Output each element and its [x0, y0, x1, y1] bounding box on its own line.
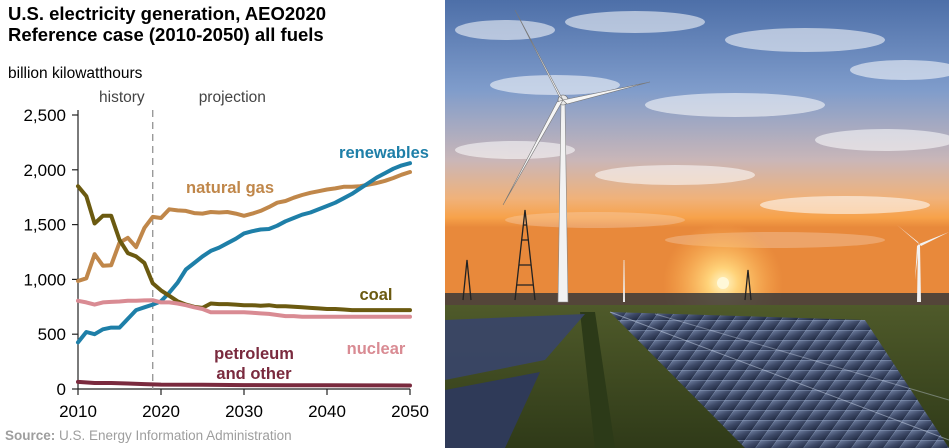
- wind-solar-landscape-image: [445, 0, 949, 448]
- y-tick-label: 500: [38, 325, 66, 344]
- source-prefix: Source:: [5, 428, 56, 443]
- solar-panel-icon: [445, 311, 949, 448]
- chart-panel: U.S. electricity generation, AEO2020 Ref…: [0, 0, 445, 448]
- series-line-natural-gas: [76, 170, 412, 283]
- chart-title-line-2: Reference case (2010-2050) all fuels: [8, 24, 324, 45]
- series-line-petroleum-and-other: [76, 379, 412, 388]
- x-tick-label: 2050: [391, 402, 429, 421]
- x-tick-label: 2030: [225, 402, 263, 421]
- history-label: history: [99, 89, 145, 106]
- series-label-petroleum-and-other: petroleum: [214, 345, 294, 363]
- y-tick-label: 2,000: [23, 161, 66, 180]
- series-line-nuclear: [76, 298, 412, 319]
- chart-title: U.S. electricity generation, AEO2020 Ref…: [8, 3, 438, 45]
- y-tick-label: 2,500: [23, 106, 66, 125]
- line-chart: 0 500 1,000 1,500 2,000 2,500 2010 2020 2030 2040…: [23, 89, 429, 421]
- power-pylon-icon: [462, 209, 752, 301]
- series-line-coal: [76, 184, 412, 313]
- renewable-energy-photo: [445, 0, 949, 448]
- source-note: Source: U.S. Energy Information Administ…: [5, 428, 292, 443]
- projection-label: projection: [199, 89, 266, 106]
- source-text: U.S. Energy Information Administration: [59, 428, 292, 443]
- series-label-coal: coal: [359, 286, 392, 304]
- y-unit-label: billion kilowatthours: [8, 65, 143, 82]
- y-tick-label: 0: [57, 380, 66, 399]
- y-tick-label: 1,000: [23, 270, 66, 289]
- series-label-nuclear: nuclear: [347, 340, 406, 358]
- y-tick-label: 1,500: [23, 216, 66, 235]
- series-label-renewables: renewables: [339, 144, 429, 162]
- series-label-natural-gas: natural gas: [186, 179, 274, 197]
- x-tick-label: 2020: [142, 402, 180, 421]
- x-tick-label: 2040: [308, 402, 346, 421]
- series-line-renewables: [76, 161, 412, 345]
- chart-title-line-1: U.S. electricity generation, AEO2020: [8, 3, 327, 24]
- x-tick-label: 2010: [59, 402, 97, 421]
- wind-turbine-icon: [502, 9, 949, 303]
- series-label-petroleum-and-other: and other: [216, 365, 292, 383]
